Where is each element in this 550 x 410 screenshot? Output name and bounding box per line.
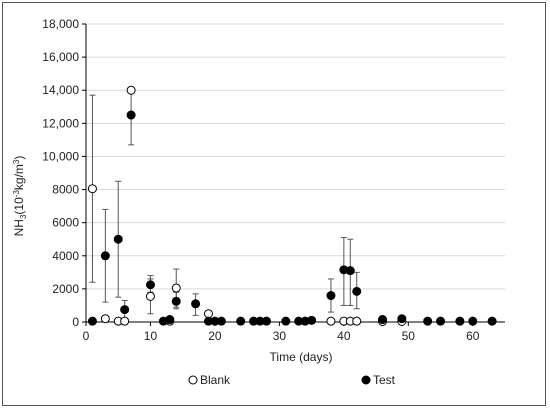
point-test	[281, 316, 291, 326]
point-test	[307, 315, 317, 325]
y-tick-label: 18,000	[42, 17, 79, 31]
point-blank	[326, 316, 336, 326]
data-points	[87, 85, 497, 327]
point-test	[345, 266, 355, 276]
x-axis-title: Time (days)	[270, 350, 333, 364]
y-tick-label: 2000	[52, 282, 79, 296]
y-tick-labels: 0 2000 4000 6000 8000 10,000 12,000 14,000 16,00…	[42, 17, 79, 329]
point-test	[120, 305, 130, 315]
point-test	[261, 316, 271, 326]
x-tick-label: 30	[273, 329, 287, 343]
point-test	[145, 280, 155, 290]
point-test	[378, 315, 388, 325]
point-test	[468, 316, 478, 326]
y-tick-label: 12,000	[42, 116, 79, 130]
point-test	[326, 291, 336, 301]
point-test	[487, 316, 497, 326]
legend: Blank Test	[188, 373, 396, 387]
point-test	[165, 315, 175, 325]
point-test	[191, 299, 201, 309]
point-blank	[100, 314, 110, 324]
point-blank	[171, 283, 181, 293]
point-test	[126, 110, 136, 120]
axes	[82, 23, 505, 326]
point-blank	[203, 309, 213, 319]
y-tick-label: 8000	[52, 183, 79, 197]
point-test	[455, 316, 465, 326]
y-tick-label: 16,000	[42, 50, 79, 64]
point-test	[171, 296, 181, 306]
y-axis-title: NH3(10-3kg/m3)	[12, 156, 28, 237]
point-test	[100, 251, 110, 261]
error-bars	[89, 89, 360, 320]
x-tick-label: 50	[402, 329, 416, 343]
x-tick-label: 40	[337, 329, 351, 343]
y-tick-label: 14,000	[42, 83, 79, 97]
point-blank	[87, 184, 97, 194]
x-tick-label: 0	[83, 329, 90, 343]
gridlines	[86, 23, 505, 290]
legend-label-blank: Blank	[200, 373, 231, 387]
point-test	[352, 286, 362, 296]
x-tick-label: 10	[144, 329, 158, 343]
legend-marker-blank	[188, 375, 198, 385]
y-tick-label: 0	[72, 315, 79, 329]
point-blank	[120, 316, 130, 326]
point-blank	[352, 316, 362, 326]
point-test	[436, 316, 446, 326]
point-test	[236, 316, 246, 326]
y-tick-label: 6000	[52, 216, 79, 230]
point-test	[113, 234, 123, 244]
legend-label-test: Test	[373, 373, 396, 387]
point-test	[87, 316, 97, 326]
point-test	[216, 316, 226, 326]
point-test	[423, 316, 433, 326]
x-tick-label: 20	[208, 329, 222, 343]
y-tick-label: 4000	[52, 249, 79, 263]
point-blank	[126, 85, 136, 95]
x-tick-labels: 0 10 20 30 40 50 60	[83, 329, 480, 343]
legend-marker-test	[361, 375, 371, 385]
point-test	[397, 314, 407, 324]
y-tick-label: 10,000	[42, 149, 79, 163]
x-tick-label: 60	[466, 329, 480, 343]
point-blank	[145, 291, 155, 301]
